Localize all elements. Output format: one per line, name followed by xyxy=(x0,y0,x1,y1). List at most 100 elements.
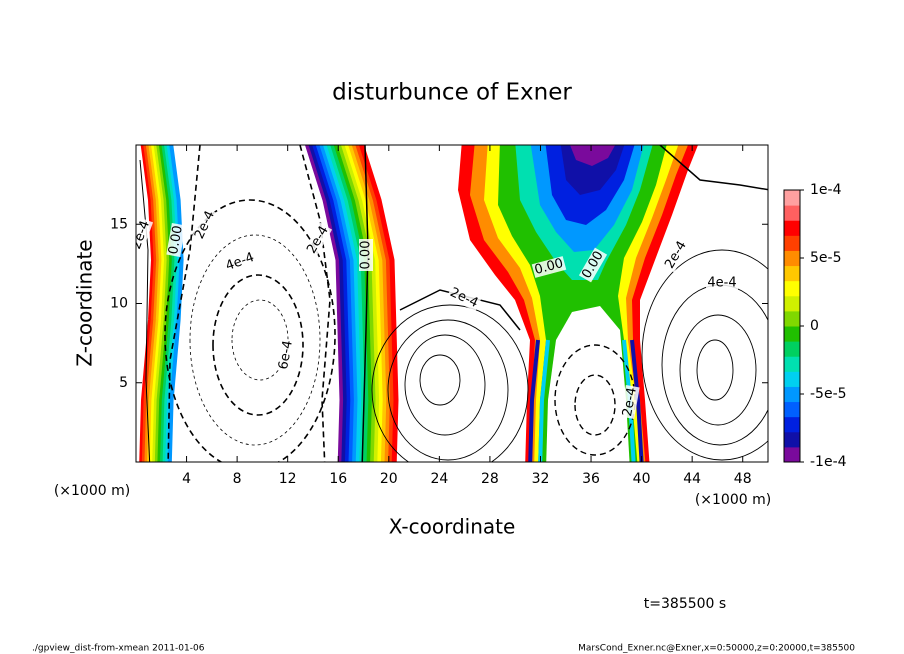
colorbar-tick-label: -5e-5 xyxy=(810,386,847,402)
contour-line xyxy=(574,374,616,436)
colorbar-cell xyxy=(784,341,800,357)
shaded-band xyxy=(570,145,616,166)
contour-line xyxy=(371,304,529,462)
contour-line xyxy=(167,145,201,462)
contour-line xyxy=(189,234,321,446)
shaded-band xyxy=(162,145,179,462)
colorbar-cell xyxy=(784,235,800,251)
contour-line xyxy=(404,334,486,436)
colorbar-cell xyxy=(784,295,800,312)
shaded-band xyxy=(528,339,644,462)
footer-right: MarsCond_Exner.nc@Exner,x=0:50000,z=0:20… xyxy=(578,644,855,654)
contour-label: 2e-4 xyxy=(620,386,640,417)
chart-title: disturbunce of Exner xyxy=(332,80,572,106)
contour-label-bg xyxy=(661,237,691,273)
x-tick-label: 28 xyxy=(481,471,499,487)
x-tick-label: 32 xyxy=(532,471,550,487)
shaded-band xyxy=(315,145,356,462)
contour-line xyxy=(387,319,509,461)
shaded-band xyxy=(344,145,385,462)
footer-left: ./gpview_dist-from-xmean 2011-01-06 xyxy=(32,644,205,654)
x-tick-label: 24 xyxy=(430,471,448,487)
x-tick-label: 44 xyxy=(683,471,701,487)
shaded-band xyxy=(308,145,349,462)
colorbar-cell xyxy=(784,280,800,297)
contour-line xyxy=(641,249,768,461)
x-tick-label: 12 xyxy=(279,471,297,487)
shaded-band xyxy=(333,145,374,462)
shaded-band xyxy=(322,145,363,462)
contour-label-bg xyxy=(276,338,296,372)
shaded-band xyxy=(165,145,181,462)
y-tick-label: 15 xyxy=(110,216,128,232)
shaded-band xyxy=(152,145,168,462)
shaded-band xyxy=(149,145,166,462)
contour-label-bg xyxy=(706,276,738,290)
colorbar-cell xyxy=(784,386,800,403)
colorbar-cell xyxy=(784,190,800,206)
contour-line xyxy=(139,159,151,462)
colorbar-cell xyxy=(784,356,800,372)
contour-line xyxy=(554,344,636,456)
y-axis-unit: (×1000 m) xyxy=(54,483,130,499)
colorbar-cell xyxy=(784,431,800,448)
contour-line xyxy=(231,299,289,381)
colorbar-cell xyxy=(784,371,800,387)
y-tick-label: 10 xyxy=(110,296,128,312)
colorbar-cell xyxy=(784,220,800,236)
shaded-band xyxy=(319,145,359,462)
colorbar-tick-label: 1e-4 xyxy=(810,182,842,198)
colorbar-tick-label: -1e-4 xyxy=(810,454,847,470)
colorbar-cell xyxy=(784,205,800,221)
shaded-band xyxy=(330,145,370,462)
shaded-band xyxy=(355,145,395,462)
contour-label-bg xyxy=(620,385,640,419)
contour-label: 4e-4 xyxy=(707,276,736,291)
contour-label-bg xyxy=(191,207,219,243)
contour-label: 0.00 xyxy=(359,241,374,270)
shaded-band xyxy=(358,145,399,462)
contour-line xyxy=(299,145,331,462)
time-label: t=385500 s xyxy=(644,596,726,612)
shaded-band xyxy=(348,145,388,462)
contour-line xyxy=(212,274,304,416)
shaded-band xyxy=(167,145,184,462)
x-axis-unit: (×1000 m) xyxy=(695,492,771,508)
contour-label-bg xyxy=(166,223,186,257)
contour-label: 0.00 xyxy=(166,224,186,255)
colorbar-cell xyxy=(784,416,800,433)
shaded-band xyxy=(139,145,155,462)
x-tick-label: 4 xyxy=(182,471,191,487)
shaded-band xyxy=(340,145,381,462)
x-tick-label: 8 xyxy=(233,471,242,487)
shaded-band xyxy=(546,306,630,462)
y-axis-label: Z-coordinate xyxy=(73,239,97,366)
x-tick-label: 36 xyxy=(582,471,600,487)
colorbar-cell xyxy=(784,446,800,463)
x-tick-label: 40 xyxy=(633,471,651,487)
colorbar-cell xyxy=(784,250,800,267)
contour-label-bg xyxy=(359,239,373,271)
shaded-band xyxy=(337,145,377,462)
contour-line xyxy=(661,284,768,446)
x-tick-label: 20 xyxy=(380,471,398,487)
contour-label: 6e-4 xyxy=(276,339,296,370)
contour-line xyxy=(659,145,768,191)
colorbar-cell xyxy=(784,326,800,342)
contour-line xyxy=(679,314,757,426)
contour-label-bg xyxy=(303,222,333,258)
contour-line xyxy=(696,339,734,401)
x-tick-label: 16 xyxy=(329,471,347,487)
shaded-band xyxy=(312,145,352,462)
shaded-band xyxy=(160,145,176,462)
contour-label-bg xyxy=(446,284,482,312)
shaded-band xyxy=(351,145,392,462)
contour-label-bg xyxy=(531,256,567,278)
y-tick-label: 5 xyxy=(119,375,128,391)
colorbar-cell xyxy=(784,401,800,418)
shaded-band xyxy=(304,145,345,462)
contour-label-bg xyxy=(222,249,258,275)
colorbar-tick-label: 0 xyxy=(810,318,819,334)
